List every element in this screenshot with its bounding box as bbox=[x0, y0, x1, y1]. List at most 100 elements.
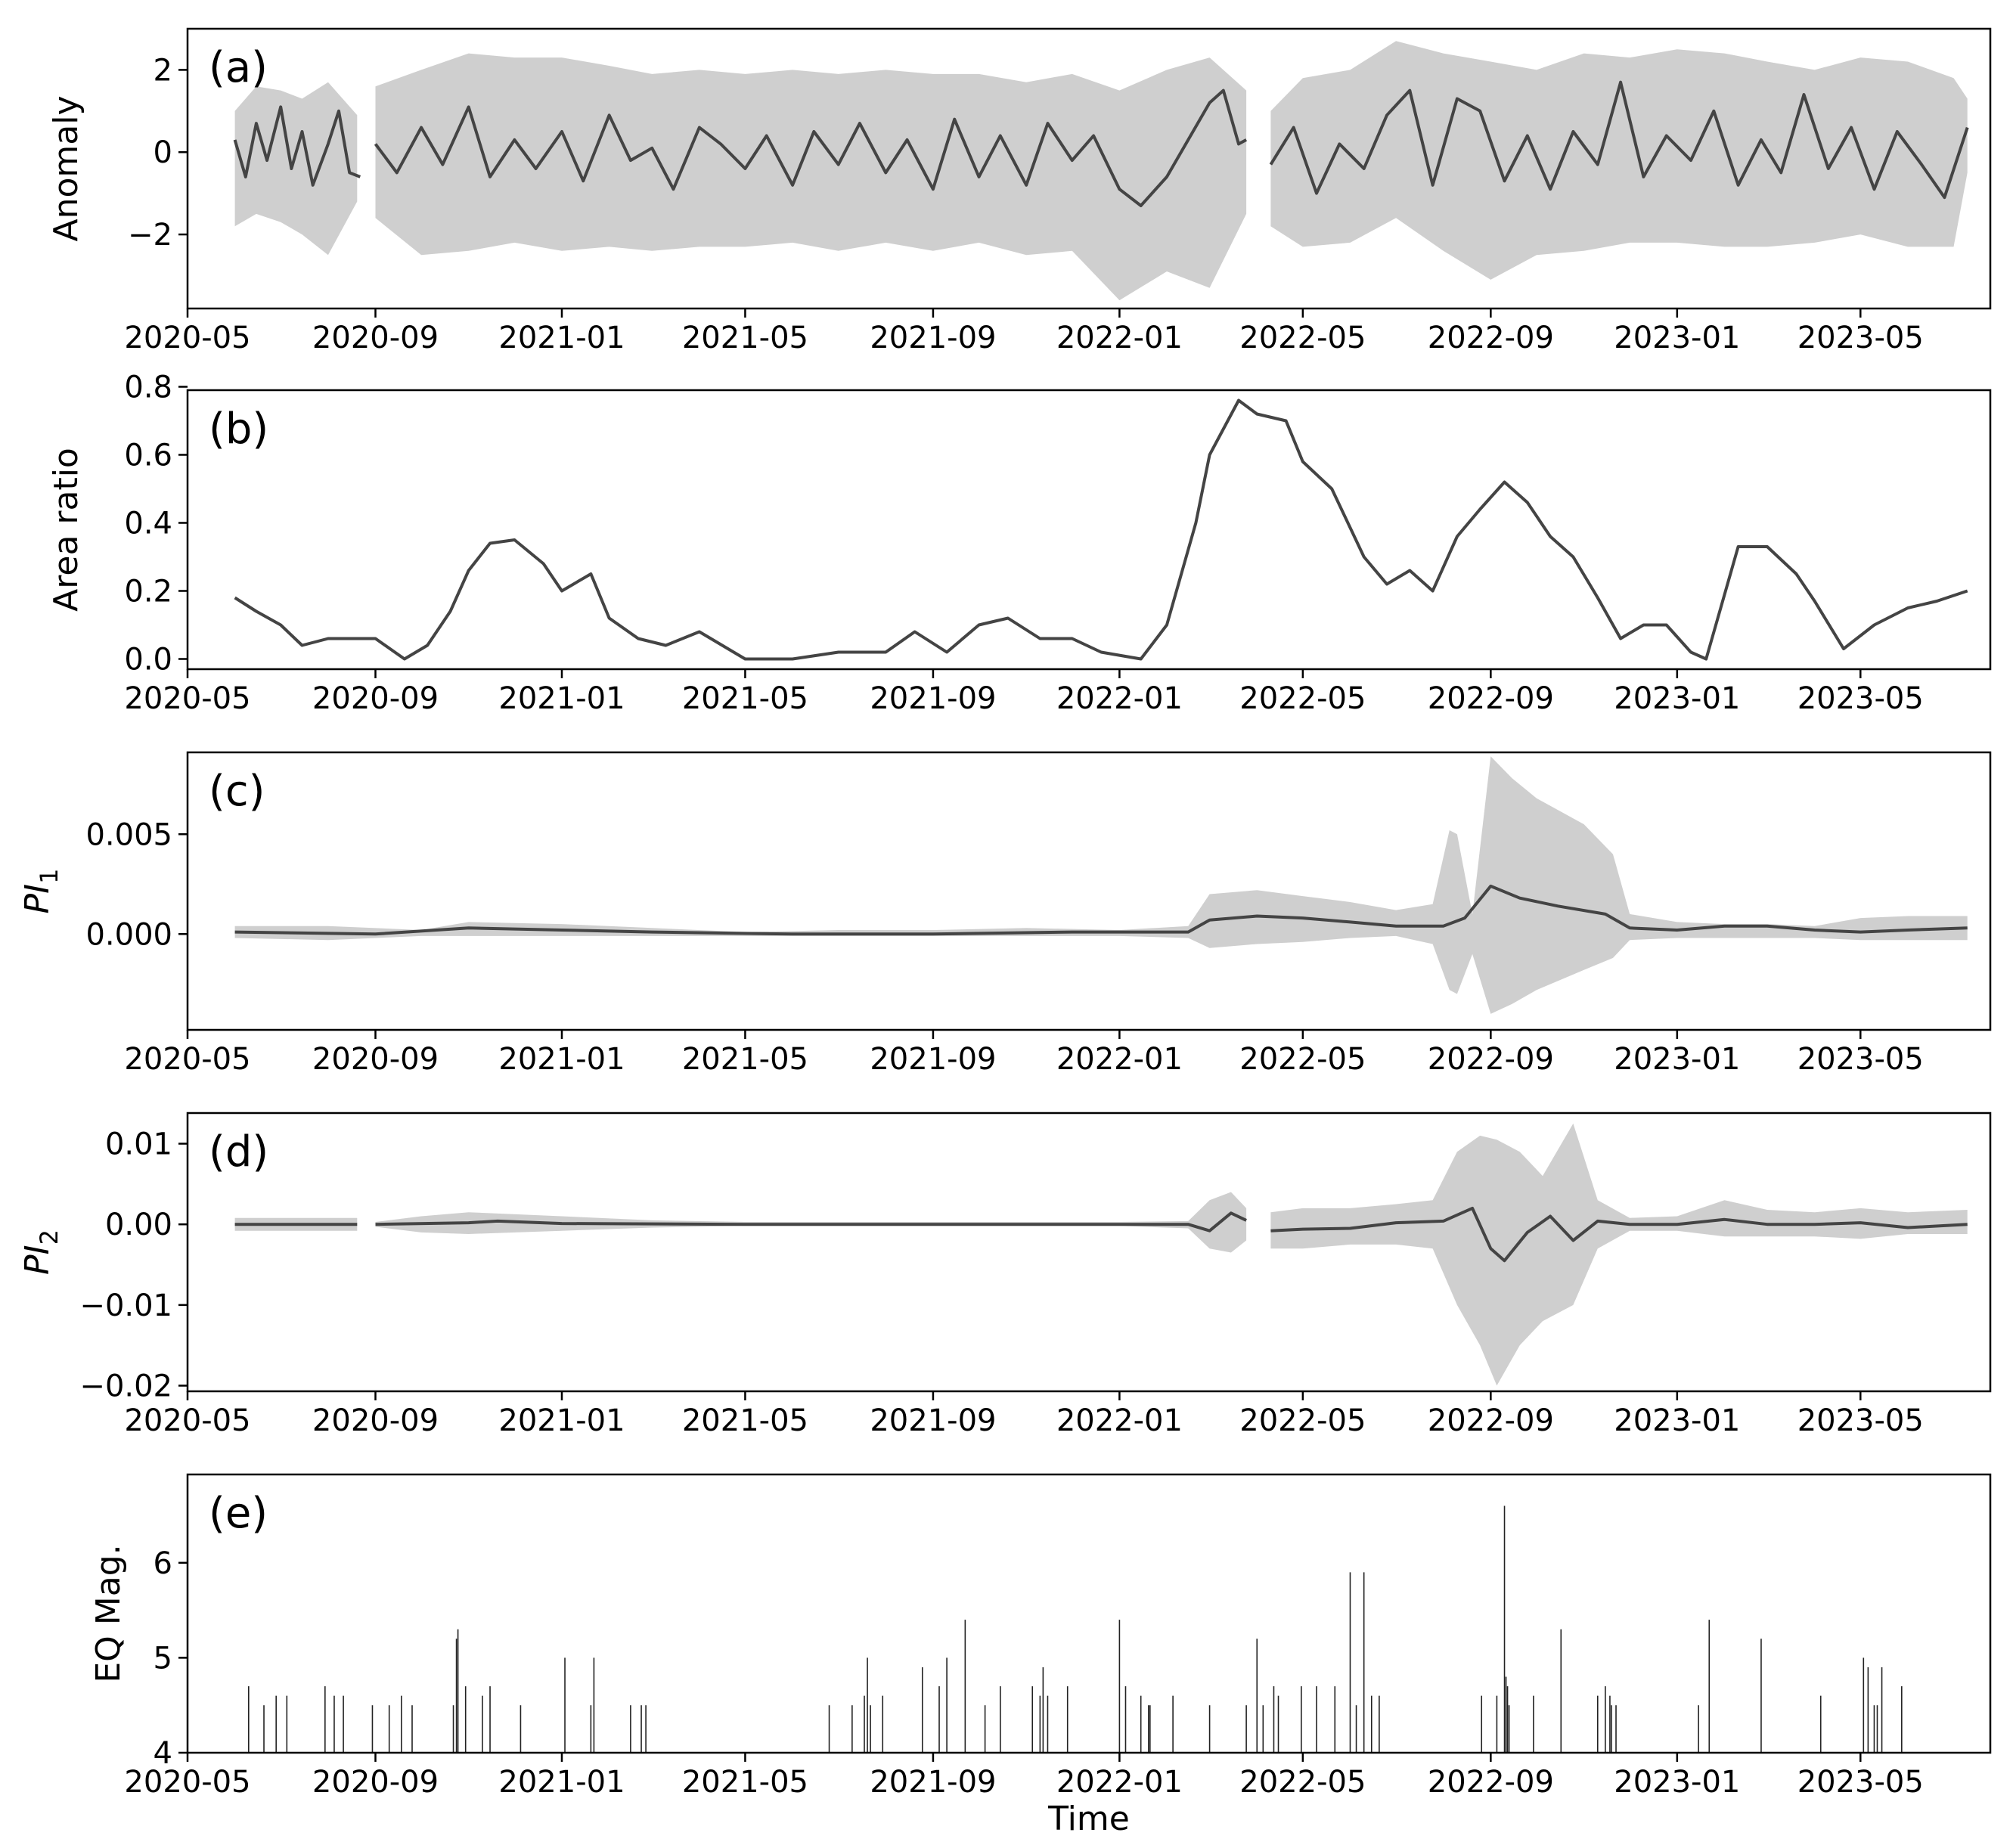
panel-b: 2020-05 2020-09 2021-01 2021-05 2021-09 2022-… bbox=[47, 371, 1992, 716]
panel-a-xtick-label-9: 2023-05 bbox=[1797, 321, 1924, 355]
panel-b-xtick-label-3: 2021-05 bbox=[682, 681, 808, 716]
panel-b-label: (b) bbox=[209, 405, 268, 454]
panel-a-series-line-5 bbox=[1269, 80, 1969, 200]
panel-b-xtick-label-6: 2022-05 bbox=[1239, 681, 1366, 716]
panel-a-series-line-3 bbox=[233, 105, 361, 187]
panel-c-xtick-label-8: 2023-01 bbox=[1614, 1042, 1740, 1077]
panel-d-ytick-label-1: 0.00 bbox=[105, 1208, 172, 1242]
panel-b-xtick-label-0: 2020-05 bbox=[124, 681, 250, 716]
panel-b-xtick-label-7: 2022-09 bbox=[1428, 681, 1554, 716]
panel-d-series-line-4 bbox=[375, 1211, 1247, 1233]
panel-e-ytick-label-1: 5 bbox=[154, 1641, 172, 1676]
panel-b-ytick-label-4: 0.8 bbox=[124, 371, 172, 405]
panel-e-xtick-label-6: 2022-05 bbox=[1239, 1765, 1366, 1800]
panel-a-ytick-label-0: 2 bbox=[154, 53, 172, 88]
panel-b-ytick-label-3: 0.6 bbox=[124, 439, 172, 473]
panel-b-y-axis-title: Area ratio bbox=[47, 448, 85, 612]
panel-d-xtick-label-0: 2020-05 bbox=[124, 1403, 250, 1438]
panel-b-xtick-label-9: 2023-05 bbox=[1797, 681, 1924, 716]
panel-d-ytick-label-0: 0.01 bbox=[105, 1127, 172, 1162]
panel-d-xtick-label-9: 2023-05 bbox=[1797, 1403, 1924, 1438]
panel-d-xtick-label-7: 2022-09 bbox=[1428, 1403, 1554, 1438]
panel-d-y-axis-title: PI2 bbox=[18, 1229, 64, 1275]
panel-d-xtick-label-3: 2021-05 bbox=[682, 1403, 808, 1438]
panel-d-xtick-label-1: 2020-09 bbox=[312, 1403, 439, 1438]
panel-b-ytick-label-1: 0.2 bbox=[124, 575, 172, 609]
panel-d-ytick-label-3: −0.02 bbox=[79, 1369, 172, 1404]
panel-c-label: (c) bbox=[209, 767, 265, 816]
panel-e-xtick-label-0: 2020-05 bbox=[124, 1765, 250, 1800]
panel-a: 2020-05 2020-09 2021-01 2021-05 2021-09 2022-… bbox=[47, 27, 1992, 355]
panel-a-xtick-label-4: 2021-09 bbox=[870, 321, 996, 355]
panel-c-frame bbox=[186, 751, 1992, 1031]
panel-b-xtick-label-8: 2023-01 bbox=[1614, 681, 1740, 716]
panel-c: 2020-05 2020-09 2021-01 2021-05 2021-09 2022-… bbox=[18, 751, 1992, 1077]
panel-d-xtick-label-6: 2022-05 bbox=[1239, 1403, 1366, 1438]
panel-a-label: (a) bbox=[209, 43, 268, 92]
panel-c-xtick-label-2: 2021-01 bbox=[498, 1042, 625, 1077]
panel-c-xtick-label-9: 2023-05 bbox=[1797, 1042, 1924, 1077]
panel-c-xtick-label-6: 2022-05 bbox=[1239, 1042, 1366, 1077]
panel-d-label: (d) bbox=[209, 1127, 268, 1177]
panel-e-xtick-label-2: 2021-01 bbox=[498, 1765, 625, 1800]
panel-d-series-line-5 bbox=[1270, 1206, 1968, 1263]
x-axis-title: Time bbox=[1047, 1800, 1130, 1838]
panel-d: 2020-05 2020-09 2021-01 2021-05 2021-09 2022-… bbox=[18, 1112, 1992, 1438]
panel-a-band-2 bbox=[1270, 41, 1968, 280]
panel-b-series-line-0 bbox=[234, 398, 1968, 661]
panel-a-frame bbox=[186, 27, 1992, 310]
panel-a-xtick-label-0: 2020-05 bbox=[124, 321, 250, 355]
panel-e-ytick-label-0: 6 bbox=[154, 1546, 172, 1581]
panel-b-xtick-label-4: 2021-09 bbox=[870, 681, 996, 716]
panel-c-ytick-label-0: 0.005 bbox=[85, 817, 172, 852]
panel-e-xtick-label-7: 2022-09 bbox=[1428, 1765, 1554, 1800]
panel-e-xtick-label-9: 2023-05 bbox=[1797, 1765, 1924, 1800]
panel-c-xtick-label-3: 2021-05 bbox=[682, 1042, 808, 1077]
panel-a-series-line-4 bbox=[374, 88, 1248, 207]
panel-b-frame bbox=[186, 389, 1992, 671]
panel-e-xtick-label-5: 2022-01 bbox=[1056, 1765, 1183, 1800]
panel-a-xtick-label-8: 2023-01 bbox=[1614, 321, 1740, 355]
panel-e-xtick-label-3: 2021-05 bbox=[682, 1765, 808, 1800]
panel-b-ytick-label-2: 0.4 bbox=[124, 507, 172, 541]
panel-d-band-1 bbox=[375, 1192, 1247, 1253]
panel-a-xtick-label-7: 2022-09 bbox=[1428, 321, 1554, 355]
panel-e-frame bbox=[186, 1473, 1992, 1754]
panel-c-xtick-label-1: 2020-09 bbox=[312, 1042, 439, 1077]
panel-a-xtick-label-2: 2021-01 bbox=[498, 321, 625, 355]
panel-a-ytick-label-2: −2 bbox=[128, 218, 172, 253]
panel-c-xtick-label-5: 2022-01 bbox=[1056, 1042, 1183, 1077]
panel-a-band-0 bbox=[234, 82, 358, 256]
panel-d-band-2 bbox=[1270, 1123, 1968, 1386]
panel-c-y-axis-title: PI1 bbox=[18, 869, 64, 914]
panel-d-frame bbox=[186, 1112, 1992, 1393]
panel-c-series-line-1 bbox=[234, 884, 1968, 936]
panel-e-xtick-label-1: 2020-09 bbox=[312, 1765, 439, 1800]
panel-a-xtick-label-1: 2020-09 bbox=[312, 321, 439, 355]
panel-e-ytick-label-2: 4 bbox=[154, 1736, 172, 1771]
panel-d-ytick-label-2: −0.01 bbox=[79, 1288, 172, 1323]
panel-c-xtick-label-4: 2021-09 bbox=[870, 1042, 996, 1077]
panel-a-ytick-label-1: 0 bbox=[154, 135, 172, 170]
panels: 2020-05 2020-09 2021-01 2021-05 2021-09 2022-… bbox=[18, 27, 1992, 1800]
panel-d-xtick-label-8: 2023-01 bbox=[1614, 1403, 1740, 1438]
panel-c-xtick-label-7: 2022-09 bbox=[1428, 1042, 1554, 1077]
panel-c-ytick-label-1: 0.000 bbox=[85, 917, 172, 952]
panel-e-xtick-label-4: 2021-09 bbox=[870, 1765, 996, 1800]
panel-b-xtick-label-5: 2022-01 bbox=[1056, 681, 1183, 716]
panel-a-band-1 bbox=[375, 53, 1247, 301]
panel-c-xtick-label-0: 2020-05 bbox=[124, 1042, 250, 1077]
panel-a-y-axis-title: Anomaly bbox=[47, 96, 85, 242]
panel-d-xtick-label-5: 2022-01 bbox=[1056, 1403, 1183, 1438]
panel-c-band-0 bbox=[234, 756, 1968, 1014]
panel-b-ytick-label-0: 0.0 bbox=[124, 643, 172, 677]
panel-e: 2020-05 2020-09 2021-01 2021-05 2021-09 2022-… bbox=[89, 1473, 1992, 1800]
panel-b-xtick-label-2: 2021-01 bbox=[498, 681, 625, 716]
panel-d-xtick-label-2: 2021-01 bbox=[498, 1403, 625, 1438]
panel-a-xtick-label-5: 2022-01 bbox=[1056, 321, 1183, 355]
panel-b-xtick-label-1: 2020-09 bbox=[312, 681, 439, 716]
panel-e-y-axis-title: EQ Mag. bbox=[89, 1544, 128, 1682]
panel-d-xtick-label-4: 2021-09 bbox=[870, 1403, 996, 1438]
panel-a-xtick-label-6: 2022-05 bbox=[1239, 321, 1366, 355]
